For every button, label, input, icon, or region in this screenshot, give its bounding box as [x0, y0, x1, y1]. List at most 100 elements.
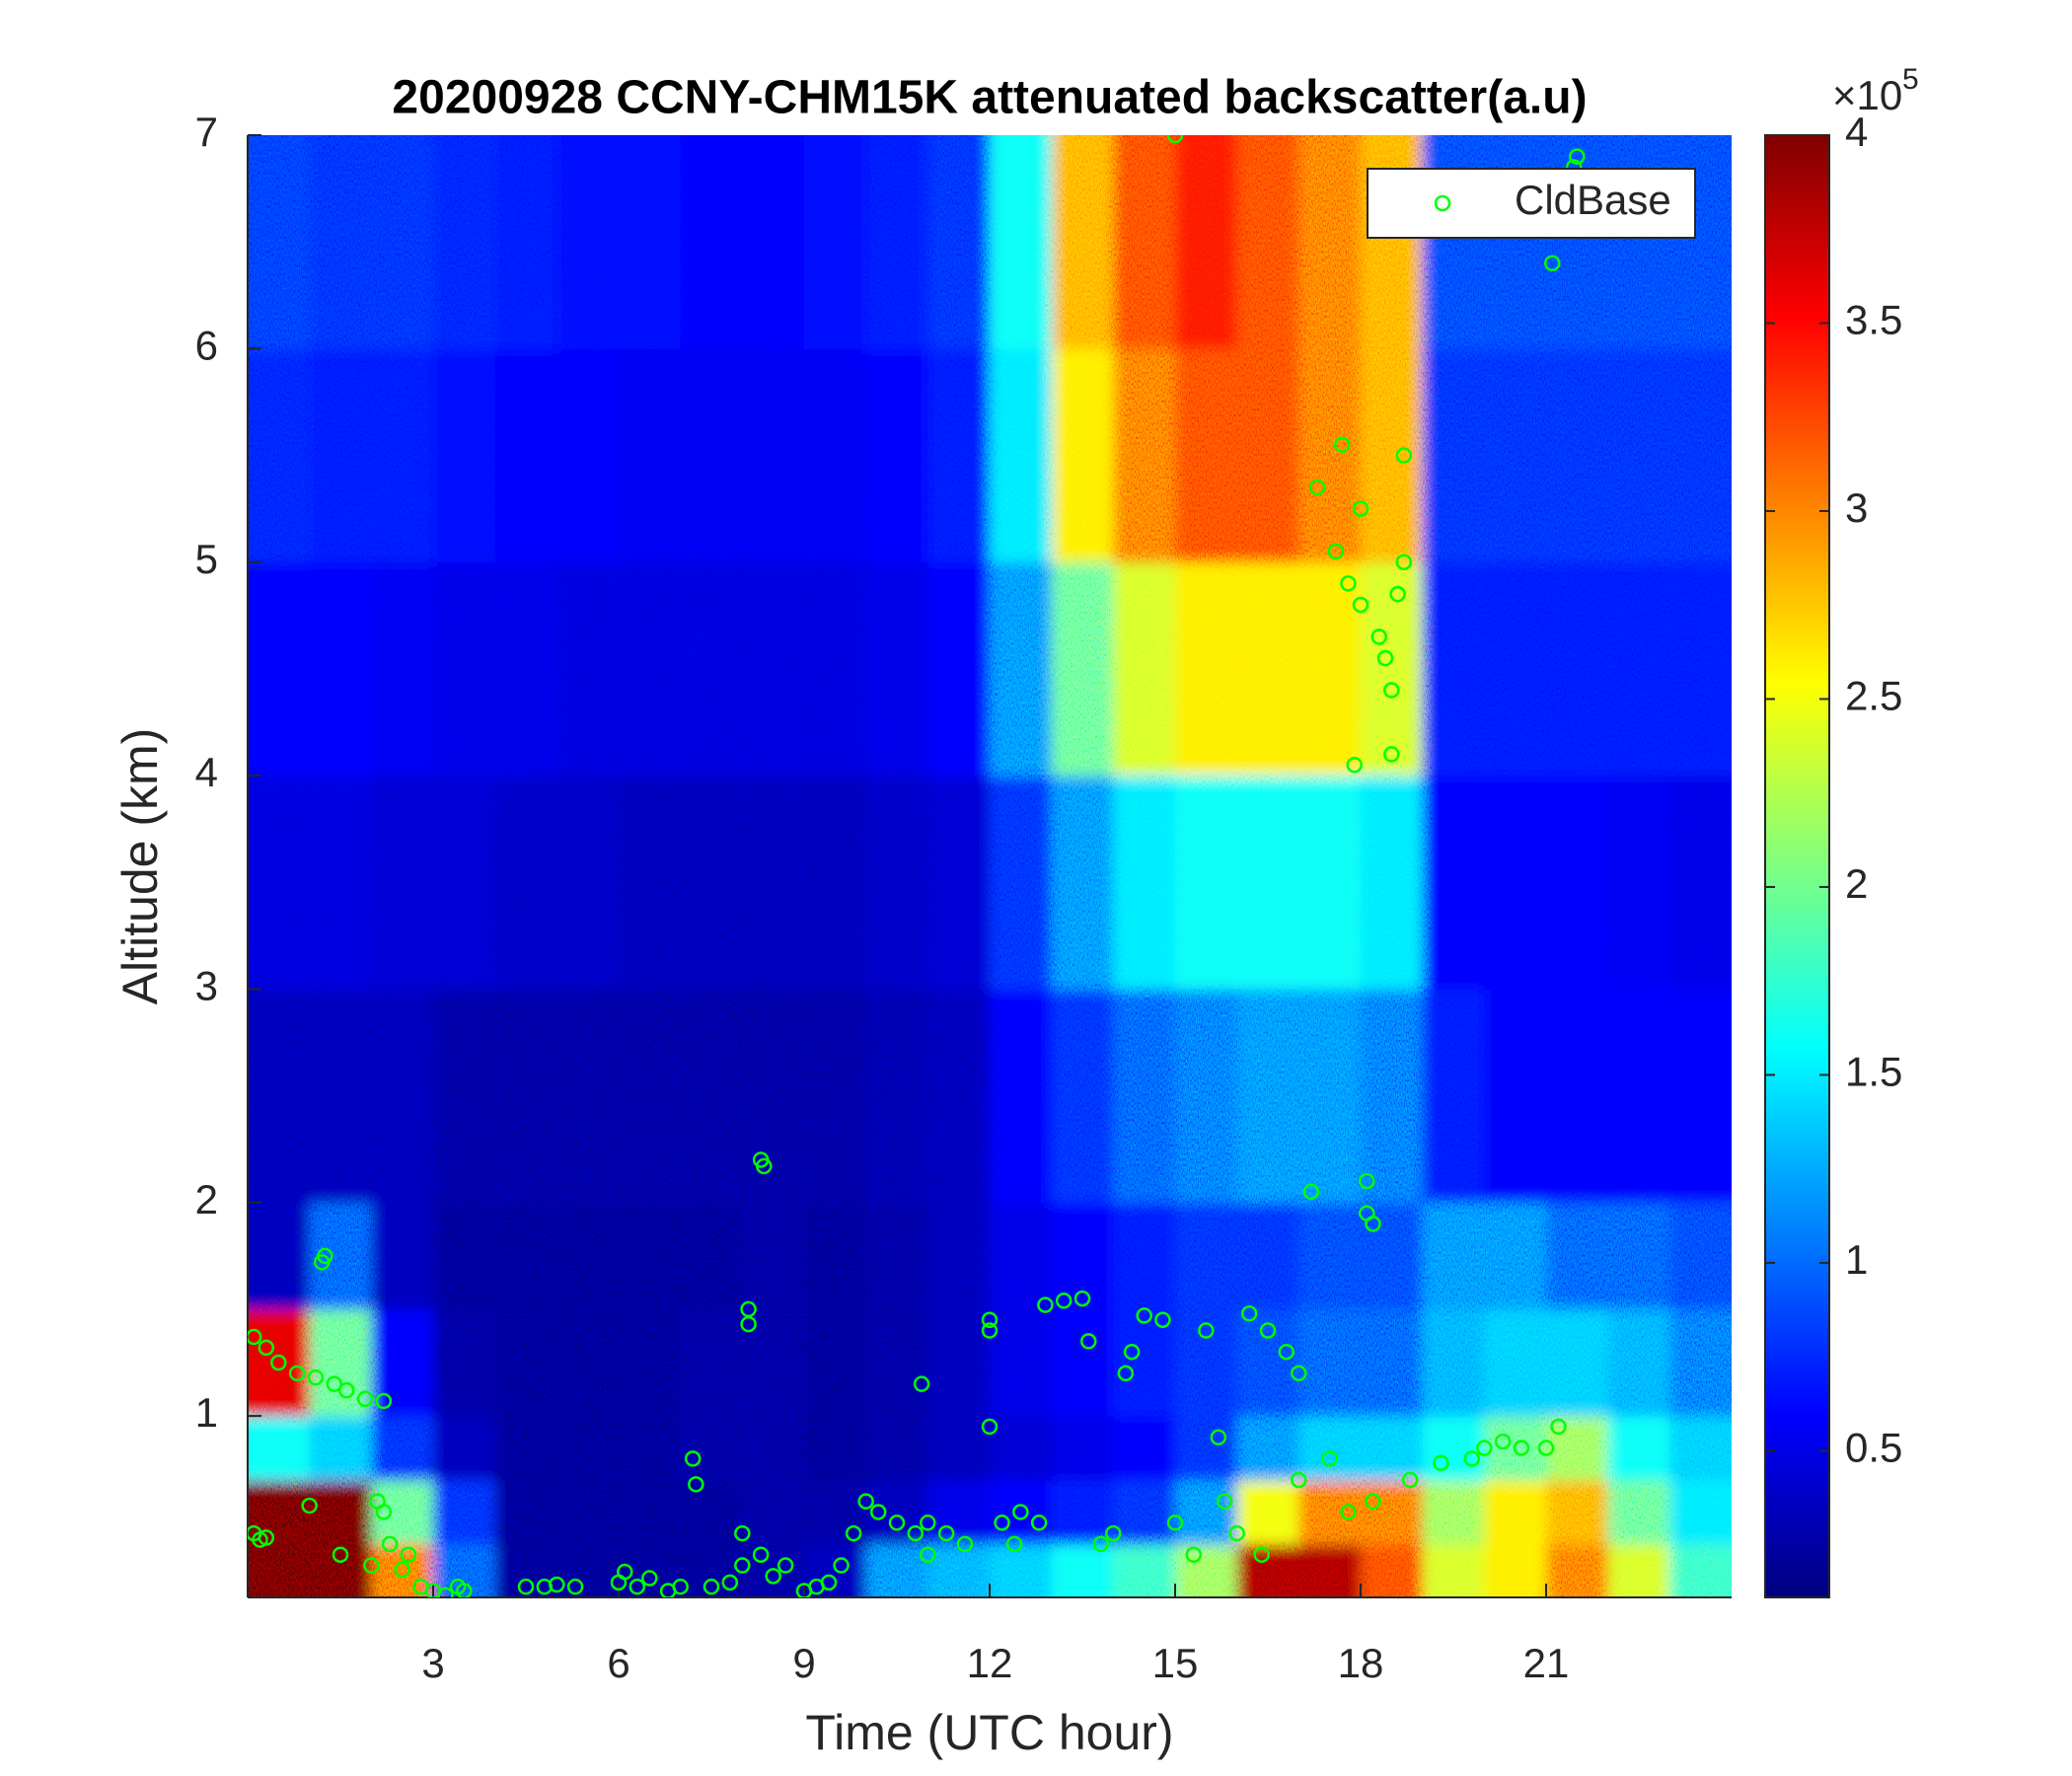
cloud-base-point — [981, 1418, 999, 1436]
cloud-base-point — [301, 1497, 318, 1515]
x-axis-label: Time (UTC hour) — [805, 1705, 1173, 1760]
y-tick-label: 5 — [195, 536, 218, 582]
cloud-base-point — [1340, 575, 1357, 592]
cloud-base-point — [1365, 1493, 1381, 1510]
scatter — [248, 135, 1586, 1597]
cloud-base-point — [1494, 1433, 1512, 1450]
x-tick-label: 6 — [607, 1640, 629, 1686]
cloud-base-point — [1185, 1546, 1203, 1563]
cloud-base-point — [869, 1504, 887, 1520]
cloud-base-point — [1333, 436, 1351, 453]
legend-label: CldBase — [1515, 177, 1671, 223]
colorbar-scale: ×10 — [1832, 72, 1902, 118]
x-tick-label: 12 — [967, 1640, 1013, 1686]
cloud-base-point — [617, 1563, 633, 1581]
cloud-base-point — [307, 1369, 325, 1386]
colorbar-scale-bar — [1764, 134, 1830, 1598]
y-tick-label: 4 — [195, 749, 218, 795]
cloud-base-point — [752, 1546, 770, 1563]
cloud-base-point — [1210, 1429, 1227, 1445]
cloud-base-point — [1073, 1290, 1091, 1307]
y-axis-label: Altitude (km) — [112, 728, 168, 1005]
cloud-base-point — [338, 1381, 355, 1399]
cloud-base-point — [1291, 1471, 1307, 1489]
cloud-base-point — [1340, 1504, 1357, 1520]
heatmap — [248, 135, 1732, 1597]
cloud-base-point — [1136, 1307, 1152, 1324]
cloud-base-point — [248, 1328, 262, 1346]
cloud-base-point — [400, 1546, 417, 1563]
cloud-base-point — [1569, 148, 1586, 165]
x-tick-label: 18 — [1338, 1640, 1384, 1686]
cloud-base-point — [549, 1576, 565, 1593]
colorbar-tick-label: 3.5 — [1845, 297, 1902, 343]
cloud-base-point — [456, 1583, 473, 1597]
cloud-base-point — [1513, 1440, 1530, 1456]
cloud-base-point — [1166, 1515, 1184, 1531]
cloud-base-point — [1389, 585, 1406, 603]
cloud-base-point — [1401, 1471, 1419, 1489]
cloud-base-point — [1055, 1293, 1073, 1309]
cloud-base-point — [721, 1574, 739, 1591]
cloud-base-point — [317, 1247, 333, 1265]
cloud-base-point — [820, 1574, 838, 1591]
cloud-base-point — [1537, 1440, 1555, 1456]
cloud-base-point — [1383, 746, 1400, 763]
cloud-base-point — [1117, 1365, 1135, 1382]
cloud-base-point — [684, 1450, 702, 1467]
cloud-base-point — [913, 1375, 930, 1392]
cloud-base-point — [907, 1524, 925, 1542]
y-tick-label: 1 — [195, 1389, 218, 1436]
cloud-base-point — [1166, 135, 1184, 144]
cloud-base-point — [734, 1557, 751, 1574]
cloud-base-point — [1476, 1440, 1493, 1456]
cloud-base-point — [375, 1392, 393, 1410]
cloud-base-point — [857, 1493, 874, 1510]
cloud-base-point — [1012, 1504, 1029, 1520]
cloud-base-point — [394, 1561, 410, 1579]
cloud-base-point — [688, 1476, 704, 1493]
cloud-base-point — [517, 1578, 535, 1595]
cloud-base-point — [629, 1578, 646, 1595]
cloud-base-point — [258, 1339, 275, 1357]
cloud-base-point — [1352, 500, 1369, 517]
cloud-base-point — [981, 1311, 999, 1328]
legend-box — [1367, 168, 1696, 239]
x-tick-label: 15 — [1152, 1640, 1199, 1686]
cloud-base-point — [1198, 1322, 1215, 1339]
cloud-base-point — [937, 1524, 955, 1542]
cloud-base-point — [326, 1375, 342, 1392]
cloud-base-point — [1154, 1311, 1171, 1328]
colorbar — [1764, 134, 1830, 1598]
cloud-base-point — [740, 1315, 757, 1333]
colorbar-tick-label: 4 — [1845, 109, 1868, 155]
y-tick-label: 7 — [195, 109, 218, 155]
cloud-base-point — [1030, 1515, 1048, 1531]
cloud-base-point — [1228, 1524, 1245, 1542]
cloud-base-point — [1302, 1183, 1320, 1201]
cloud-base-point — [270, 1354, 287, 1371]
legend: CldBase — [1367, 168, 1696, 239]
cloud-base-point — [1278, 1343, 1295, 1361]
cloud-base-point — [1544, 255, 1561, 272]
x-tick-label: 9 — [792, 1640, 815, 1686]
cloud-base-point — [363, 1557, 380, 1574]
cloud-base-point — [1259, 1322, 1277, 1339]
cloud-base-point — [1253, 1546, 1270, 1563]
cloud-base-point — [566, 1578, 584, 1595]
cloud-base-point — [332, 1546, 349, 1563]
cloud-base-point — [672, 1578, 689, 1595]
cloud-base-point — [765, 1568, 781, 1585]
cloud-base-point — [1352, 596, 1369, 614]
cloud-base-point — [1359, 1172, 1375, 1190]
cloud-base-point — [356, 1390, 374, 1408]
cloud-base-point — [1216, 1493, 1233, 1510]
cloud-base-point — [845, 1524, 862, 1542]
colorbar-tick-label: 1.5 — [1845, 1049, 1902, 1095]
y-tick-label: 2 — [195, 1176, 218, 1222]
chart-title: 20200928 CCNY-CHM15K attenuated backscat… — [392, 72, 1587, 124]
cloud-base-point — [1105, 1524, 1122, 1542]
cloud-base-point — [920, 1515, 936, 1531]
